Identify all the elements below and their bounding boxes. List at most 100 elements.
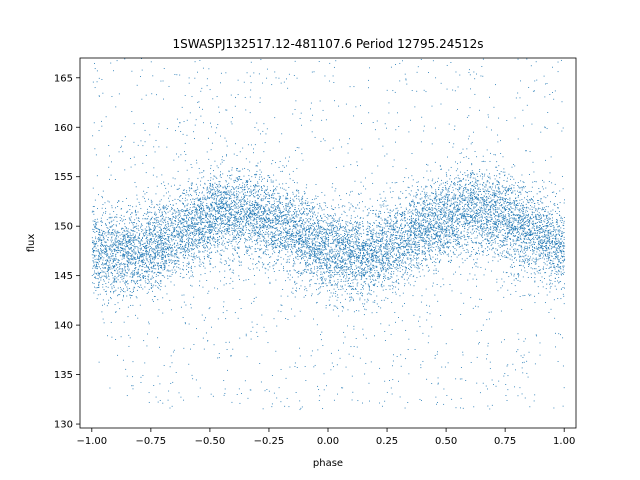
data-point bbox=[108, 260, 110, 262]
data-point bbox=[318, 288, 320, 290]
data-point bbox=[230, 211, 232, 213]
data-point bbox=[512, 227, 514, 229]
data-point bbox=[275, 221, 277, 223]
data-point bbox=[442, 196, 444, 198]
data-point bbox=[292, 203, 294, 205]
data-point bbox=[357, 282, 359, 284]
data-point bbox=[480, 209, 482, 211]
data-point bbox=[324, 252, 326, 254]
data-point bbox=[437, 235, 439, 237]
data-point bbox=[295, 215, 297, 216]
data-point bbox=[351, 289, 353, 290]
data-point bbox=[507, 227, 509, 229]
data-point bbox=[514, 248, 516, 250]
data-point bbox=[178, 260, 180, 262]
data-point bbox=[546, 218, 548, 219]
data-point bbox=[387, 257, 389, 259]
data-point bbox=[135, 212, 137, 214]
data-point bbox=[128, 270, 130, 272]
data-point bbox=[146, 248, 148, 250]
data-point bbox=[322, 220, 324, 222]
data-point bbox=[289, 228, 291, 230]
data-point bbox=[511, 192, 512, 194]
data-point bbox=[459, 246, 461, 248]
data-point bbox=[535, 218, 537, 220]
data-point bbox=[466, 170, 468, 171]
data-point bbox=[384, 211, 386, 213]
data-point bbox=[277, 235, 279, 236]
data-point bbox=[321, 238, 323, 240]
data-point bbox=[93, 240, 95, 242]
data-point bbox=[231, 200, 232, 202]
data-point bbox=[329, 255, 331, 257]
data-point bbox=[107, 286, 109, 288]
data-point bbox=[558, 282, 560, 284]
data-point bbox=[415, 246, 417, 248]
data-point bbox=[356, 232, 358, 234]
data-point bbox=[233, 200, 235, 202]
data-point bbox=[241, 219, 243, 221]
data-point bbox=[170, 254, 172, 256]
data-point bbox=[142, 261, 144, 263]
data-point bbox=[556, 264, 558, 266]
data-point bbox=[538, 212, 540, 214]
chart-title: 1SWASPJ132517.12-481107.6 Period 12795.2… bbox=[172, 37, 483, 51]
data-point bbox=[263, 208, 265, 209]
data-point bbox=[539, 269, 541, 271]
data-point bbox=[514, 190, 516, 192]
data-point bbox=[440, 222, 442, 224]
data-point bbox=[165, 242, 167, 243]
data-point bbox=[233, 180, 235, 182]
data-point bbox=[137, 271, 139, 273]
data-point bbox=[410, 267, 412, 269]
data-point bbox=[456, 211, 458, 213]
data-point bbox=[253, 225, 254, 227]
data-point bbox=[444, 213, 446, 215]
data-point bbox=[404, 272, 406, 274]
data-point bbox=[169, 225, 171, 227]
data-point bbox=[458, 234, 460, 236]
data-point bbox=[415, 218, 417, 219]
data-point bbox=[237, 179, 239, 181]
data-point bbox=[153, 207, 155, 209]
data-point bbox=[545, 237, 547, 239]
data-point bbox=[162, 237, 164, 239]
data-point bbox=[423, 199, 425, 201]
data-point bbox=[97, 278, 99, 280]
data-point bbox=[185, 243, 187, 245]
data-point bbox=[342, 205, 344, 206]
data-point bbox=[498, 218, 500, 220]
data-point bbox=[372, 182, 374, 184]
data-point bbox=[144, 271, 145, 272]
data-point bbox=[139, 245, 141, 247]
data-point bbox=[333, 276, 335, 278]
data-point bbox=[350, 215, 352, 217]
data-point bbox=[522, 207, 524, 209]
data-point bbox=[296, 290, 297, 292]
data-point bbox=[364, 249, 366, 251]
data-point bbox=[402, 262, 404, 264]
data-point bbox=[111, 286, 113, 288]
data-point bbox=[530, 218, 532, 220]
data-point bbox=[454, 211, 456, 213]
data-point bbox=[526, 223, 528, 225]
data-point bbox=[507, 252, 508, 254]
data-point bbox=[443, 229, 445, 231]
data-point bbox=[357, 204, 359, 206]
data-point bbox=[158, 283, 160, 285]
data-point bbox=[133, 245, 135, 247]
data-point bbox=[174, 228, 176, 230]
data-point bbox=[126, 272, 128, 274]
data-point bbox=[560, 273, 562, 275]
data-point bbox=[430, 220, 432, 222]
data-point bbox=[501, 185, 503, 187]
data-point bbox=[343, 247, 345, 248]
data-point bbox=[354, 257, 356, 259]
data-point bbox=[324, 238, 326, 240]
data-point bbox=[313, 228, 315, 230]
data-point bbox=[152, 222, 154, 224]
data-point bbox=[477, 195, 479, 196]
data-point bbox=[535, 214, 537, 216]
data-point bbox=[515, 291, 517, 292]
data-point bbox=[502, 190, 504, 192]
